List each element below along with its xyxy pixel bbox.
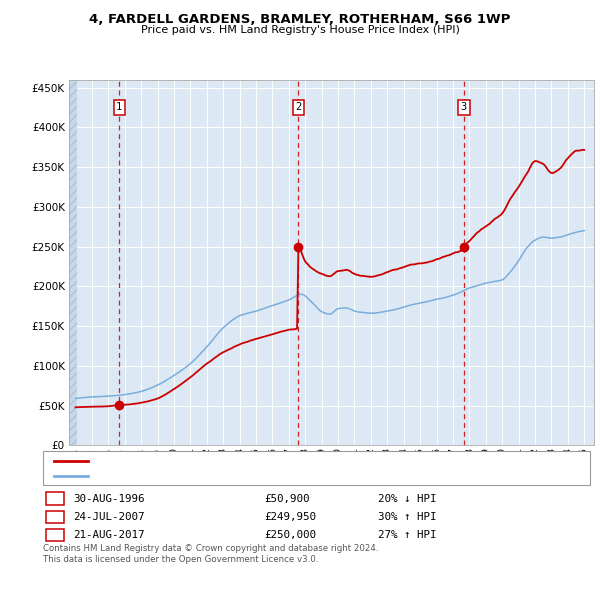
Text: Price paid vs. HM Land Registry's House Price Index (HPI): Price paid vs. HM Land Registry's House … (140, 25, 460, 35)
Text: 4, FARDELL GARDENS, BRAMLEY, ROTHERHAM, S66 1WP (detached house): 4, FARDELL GARDENS, BRAMLEY, ROTHERHAM, … (93, 457, 460, 466)
Text: 30% ↑ HPI: 30% ↑ HPI (378, 512, 437, 522)
Text: 3: 3 (461, 103, 467, 113)
Text: 2: 2 (295, 103, 302, 113)
Text: £250,000: £250,000 (264, 530, 316, 540)
Text: 4, FARDELL GARDENS, BRAMLEY, ROTHERHAM, S66 1WP: 4, FARDELL GARDENS, BRAMLEY, ROTHERHAM, … (89, 13, 511, 26)
Text: 27% ↑ HPI: 27% ↑ HPI (378, 530, 437, 540)
Text: HPI: Average price, detached house, Rotherham: HPI: Average price, detached house, Roth… (93, 471, 328, 480)
Text: 2: 2 (52, 512, 58, 522)
Text: 24-JUL-2007: 24-JUL-2007 (73, 512, 145, 522)
Text: £249,950: £249,950 (264, 512, 316, 522)
Text: This data is licensed under the Open Government Licence v3.0.: This data is licensed under the Open Gov… (43, 555, 319, 564)
Text: £50,900: £50,900 (264, 494, 310, 503)
Text: 20% ↓ HPI: 20% ↓ HPI (378, 494, 437, 503)
Bar (69, 80, 77, 445)
Text: 21-AUG-2017: 21-AUG-2017 (73, 530, 145, 540)
Text: 1: 1 (52, 494, 58, 503)
Text: Contains HM Land Registry data © Crown copyright and database right 2024.: Contains HM Land Registry data © Crown c… (43, 545, 379, 553)
Text: 1: 1 (116, 103, 122, 113)
Text: 30-AUG-1996: 30-AUG-1996 (73, 494, 145, 503)
Text: 3: 3 (52, 530, 58, 540)
